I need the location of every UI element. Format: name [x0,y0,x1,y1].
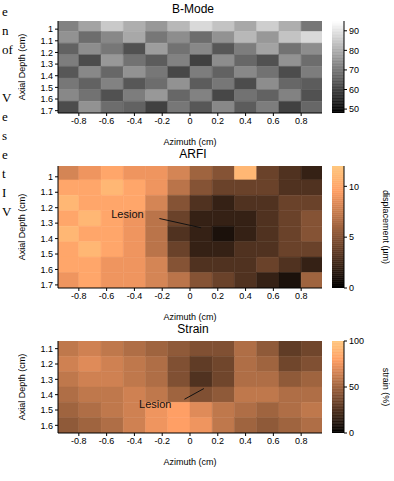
html-text:V: V [2,204,12,219]
svg-text:1.1: 1.1 [40,187,53,197]
svg-text:1.2: 1.2 [40,48,53,58]
svg-text:Azimuth (cm): Azimuth (cm) [163,312,216,322]
svg-text:-0.8: -0.8 [71,291,87,301]
svg-text:50: 50 [349,382,359,392]
svg-text:Lesion: Lesion [139,398,171,410]
svg-text:90: 90 [349,26,359,36]
html-text:e: e [2,4,8,19]
svg-text:1.7: 1.7 [40,106,53,116]
svg-text:1.7: 1.7 [40,280,53,290]
svg-text:-0.6: -0.6 [99,291,115,301]
html-text:s: s [2,128,8,143]
svg-text:0: 0 [349,283,354,293]
svg-text:-0.2: -0.2 [154,291,170,301]
svg-text:0: 0 [187,291,192,301]
svg-text:strain (%): strain (%) [381,368,390,407]
svg-text:70: 70 [349,65,359,75]
html-text:e: e [2,147,8,162]
svg-text:-0.2: -0.2 [154,436,170,446]
svg-text:1.1: 1.1 [40,36,53,46]
svg-text:1.4: 1.4 [40,71,53,81]
svg-text:1.6: 1.6 [40,94,53,104]
svg-text:5: 5 [349,232,354,242]
svg-text:1.3: 1.3 [40,375,53,385]
html-text:of: of [2,42,13,57]
svg-text:1.1: 1.1 [40,344,53,354]
svg-text:-0.4: -0.4 [127,116,143,126]
svg-text:0.8: 0.8 [295,436,308,446]
svg-text:0.2: 0.2 [212,116,225,126]
svg-text:0.6: 0.6 [267,116,280,126]
svg-text:0.4: 0.4 [239,436,252,446]
html-text:Strain: Strain [177,322,209,336]
svg-text:0.6: 0.6 [267,291,280,301]
svg-text:-0.6: -0.6 [99,116,115,126]
svg-text:60: 60 [349,85,359,95]
svg-text:-0.6: -0.6 [99,436,115,446]
html-text:B-Mode: B-Mode [172,2,214,16]
svg-text:1: 1 [48,172,53,182]
svg-text:1.5: 1.5 [40,405,53,415]
svg-text:1.2: 1.2 [40,203,53,213]
svg-text:0.4: 0.4 [239,291,252,301]
html-text:n: n [2,23,9,38]
svg-text:1.6: 1.6 [40,265,53,275]
svg-text:-0.4: -0.4 [127,436,143,446]
html-text:ARFI: ARFI [179,147,207,161]
svg-text:0: 0 [349,428,354,438]
svg-text:1.2: 1.2 [40,359,53,369]
svg-text:10: 10 [349,182,359,192]
svg-text:0.8: 0.8 [295,291,308,301]
svg-text:-0.8: -0.8 [71,436,87,446]
svg-text:1.4: 1.4 [40,234,53,244]
svg-text:displacement (µm): displacement (µm) [381,190,390,264]
html-text:V: V [2,90,12,105]
svg-text:1.5: 1.5 [40,83,53,93]
svg-text:-0.4: -0.4 [127,291,143,301]
svg-text:1.3: 1.3 [40,218,53,228]
svg-text:-0.8: -0.8 [71,116,87,126]
svg-text:0.2: 0.2 [212,291,225,301]
svg-text:0.8: 0.8 [295,116,308,126]
svg-text:Axial Depth (cm): Axial Depth (cm) [18,354,27,421]
svg-text:1.4: 1.4 [40,390,53,400]
svg-text:Lesion: Lesion [111,208,143,220]
svg-text:0.4: 0.4 [239,116,252,126]
svg-text:0: 0 [187,116,192,126]
svg-text:Axial Depth (cm): Axial Depth (cm) [18,34,27,101]
svg-text:Azimuth (cm): Azimuth (cm) [163,137,216,147]
html-text:I: I [2,185,7,200]
svg-text:1.3: 1.3 [40,59,53,69]
svg-text:100: 100 [349,337,364,346]
svg-text:50: 50 [349,104,359,114]
svg-text:-0.2: -0.2 [154,116,170,126]
svg-text:0: 0 [187,436,192,446]
svg-text:0.6: 0.6 [267,436,280,446]
svg-text:1: 1 [48,24,53,34]
svg-text:1.6: 1.6 [40,421,53,431]
svg-text:0.2: 0.2 [212,436,225,446]
svg-text:Azimuth (cm): Azimuth (cm) [163,457,216,467]
svg-text:1.5: 1.5 [40,249,53,259]
html-text:t: t [2,166,6,181]
svg-text:Axial Depth (cm): Axial Depth (cm) [18,194,27,261]
html-text:e: e [2,109,8,124]
svg-text:80: 80 [349,46,359,56]
